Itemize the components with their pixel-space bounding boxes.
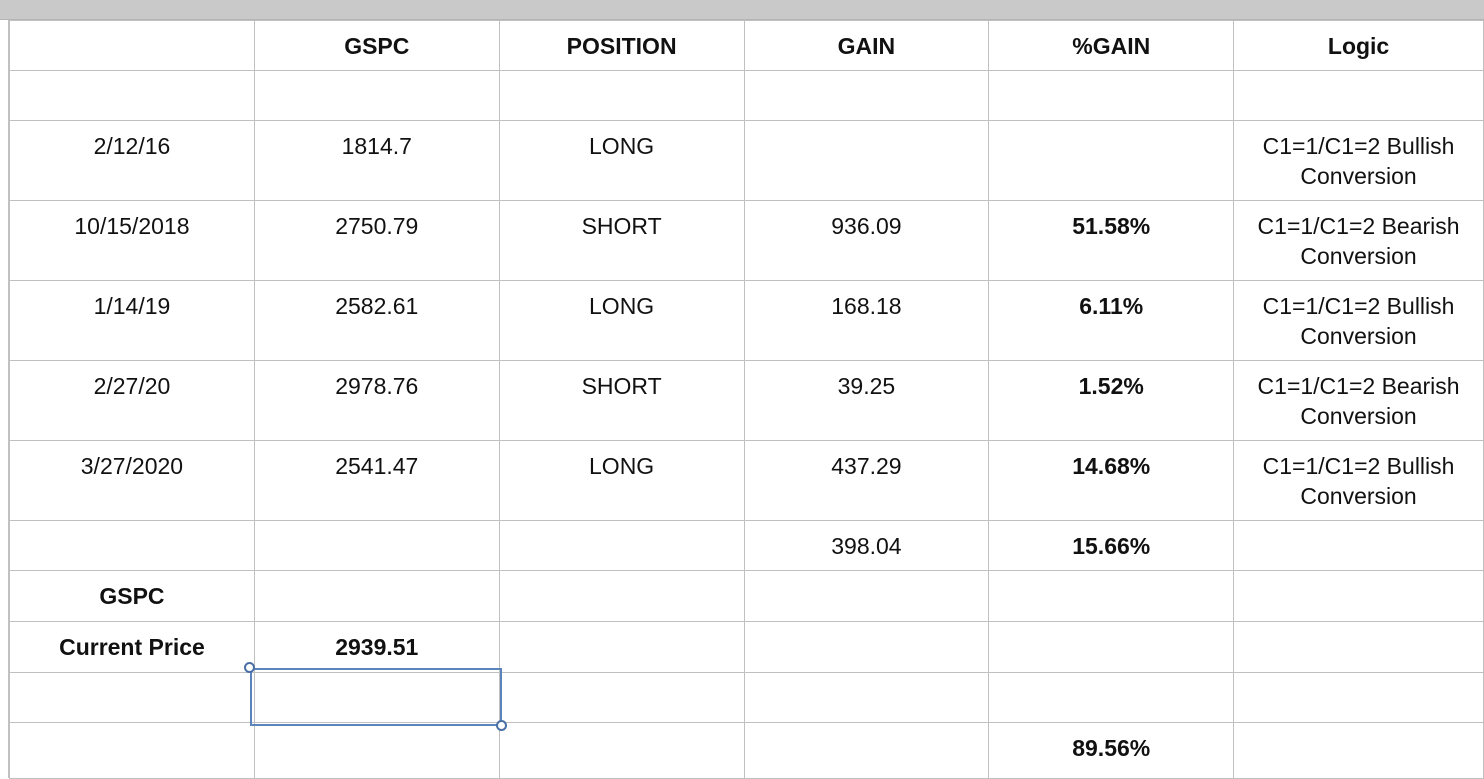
cell[interactable]: [1233, 570, 1484, 622]
header-cell-position[interactable]: POSITION: [498, 20, 745, 71]
open-pct-gain-cell[interactable]: 15.66%: [988, 520, 1235, 571]
cell[interactable]: [9, 70, 255, 121]
cell[interactable]: [253, 570, 500, 622]
table-row: GSPC: [9, 570, 1484, 622]
pct-gain-cell[interactable]: [988, 120, 1235, 201]
cell[interactable]: [253, 70, 500, 121]
selection-handle-bottom-right[interactable]: [496, 720, 507, 731]
pct-gain-cell[interactable]: 1.52%: [988, 360, 1235, 441]
position-cell[interactable]: LONG: [498, 120, 745, 201]
cell[interactable]: [253, 520, 500, 571]
cell[interactable]: [988, 672, 1235, 723]
date-cell[interactable]: 1/14/19: [9, 280, 255, 361]
cell[interactable]: [743, 621, 990, 673]
cell[interactable]: [498, 672, 745, 723]
table-row: 10/15/2018 2750.79 SHORT 936.09 51.58% C…: [9, 200, 1484, 281]
position-cell[interactable]: LONG: [498, 440, 745, 521]
price-cell[interactable]: 2582.61: [253, 280, 500, 361]
date-cell[interactable]: 10/15/2018: [9, 200, 255, 281]
logic-cell[interactable]: C1=1/C1=2 Bullish Conversion: [1233, 440, 1484, 521]
row-header-strip: [0, 20, 9, 778]
pct-gain-cell[interactable]: 51.58%: [988, 200, 1235, 281]
cell[interactable]: [9, 20, 255, 71]
header-cell-gain[interactable]: GAIN: [743, 20, 990, 71]
table-row: 398.04 15.66%: [9, 520, 1484, 571]
table-row: 89.56%: [9, 722, 1484, 779]
cell[interactable]: [9, 722, 255, 779]
spreadsheet-table: GSPC POSITION GAIN %GAIN Logic 2/12/16 1…: [9, 20, 1484, 779]
logic-cell[interactable]: C1=1/C1=2 Bullish Conversion: [1233, 280, 1484, 361]
price-cell[interactable]: 2978.76: [253, 360, 500, 441]
cell[interactable]: [743, 672, 990, 723]
cell[interactable]: [743, 722, 990, 779]
cell[interactable]: [498, 570, 745, 622]
table-row: 2/12/16 1814.7 LONG C1=1/C1=2 Bullish Co…: [9, 120, 1484, 201]
cell[interactable]: [1233, 722, 1484, 779]
cell[interactable]: [1233, 672, 1484, 723]
table-row: GSPC POSITION GAIN %GAIN Logic: [9, 20, 1484, 71]
logic-cell[interactable]: C1=1/C1=2 Bearish Conversion: [1233, 360, 1484, 441]
cell[interactable]: [988, 570, 1235, 622]
gain-cell[interactable]: 39.25: [743, 360, 990, 441]
cell[interactable]: [498, 520, 745, 571]
cell[interactable]: [1233, 520, 1484, 571]
price-cell[interactable]: 2541.47: [253, 440, 500, 521]
table-row: 3/27/2020 2541.47 LONG 437.29 14.68% C1=…: [9, 440, 1484, 521]
table-row: [9, 672, 1484, 723]
cell[interactable]: [988, 621, 1235, 673]
selection-handle-top-left[interactable]: [244, 662, 255, 673]
header-cell-gspc[interactable]: GSPC: [253, 20, 500, 71]
column-header-bar: [0, 0, 1484, 20]
cell[interactable]: [9, 520, 255, 571]
gain-cell[interactable]: 168.18: [743, 280, 990, 361]
gain-cell[interactable]: [743, 120, 990, 201]
total-pct-gain-cell[interactable]: 89.56%: [988, 722, 1235, 779]
cell[interactable]: [253, 722, 500, 779]
cell[interactable]: [498, 722, 745, 779]
price-cell[interactable]: 1814.7: [253, 120, 500, 201]
position-cell[interactable]: SHORT: [498, 360, 745, 441]
table-row: 2/27/20 2978.76 SHORT 39.25 1.52% C1=1/C…: [9, 360, 1484, 441]
date-cell[interactable]: 2/27/20: [9, 360, 255, 441]
pct-gain-cell[interactable]: 6.11%: [988, 280, 1235, 361]
open-gain-cell[interactable]: 398.04: [743, 520, 990, 571]
header-cell-pct-gain[interactable]: %GAIN: [988, 20, 1235, 71]
cell[interactable]: [1233, 621, 1484, 673]
cell[interactable]: [988, 70, 1235, 121]
table-row: 1/14/19 2582.61 LONG 168.18 6.11% C1=1/C…: [9, 280, 1484, 361]
pct-gain-cell[interactable]: 14.68%: [988, 440, 1235, 521]
cell[interactable]: [743, 570, 990, 622]
gain-cell[interactable]: 936.09: [743, 200, 990, 281]
cell[interactable]: [743, 70, 990, 121]
cell[interactable]: [1233, 70, 1484, 121]
date-cell[interactable]: 3/27/2020: [9, 440, 255, 521]
price-cell[interactable]: 2750.79: [253, 200, 500, 281]
cell[interactable]: [9, 672, 255, 723]
header-cell-logic[interactable]: Logic: [1233, 20, 1484, 71]
position-cell[interactable]: SHORT: [498, 200, 745, 281]
table-row: Current Price 2939.51: [9, 621, 1484, 673]
symbol-label-cell[interactable]: GSPC: [9, 570, 255, 622]
table-row: [9, 70, 1484, 121]
cell[interactable]: [498, 621, 745, 673]
current-price-label-cell[interactable]: Current Price: [9, 621, 255, 673]
position-cell[interactable]: LONG: [498, 280, 745, 361]
cell-selection-outline[interactable]: [250, 668, 502, 726]
gain-cell[interactable]: 437.29: [743, 440, 990, 521]
current-price-cell[interactable]: 2939.51: [253, 621, 500, 673]
cell[interactable]: [498, 70, 745, 121]
logic-cell[interactable]: C1=1/C1=2 Bullish Conversion: [1233, 120, 1484, 201]
logic-cell[interactable]: C1=1/C1=2 Bearish Conversion: [1233, 200, 1484, 281]
date-cell[interactable]: 2/12/16: [9, 120, 255, 201]
